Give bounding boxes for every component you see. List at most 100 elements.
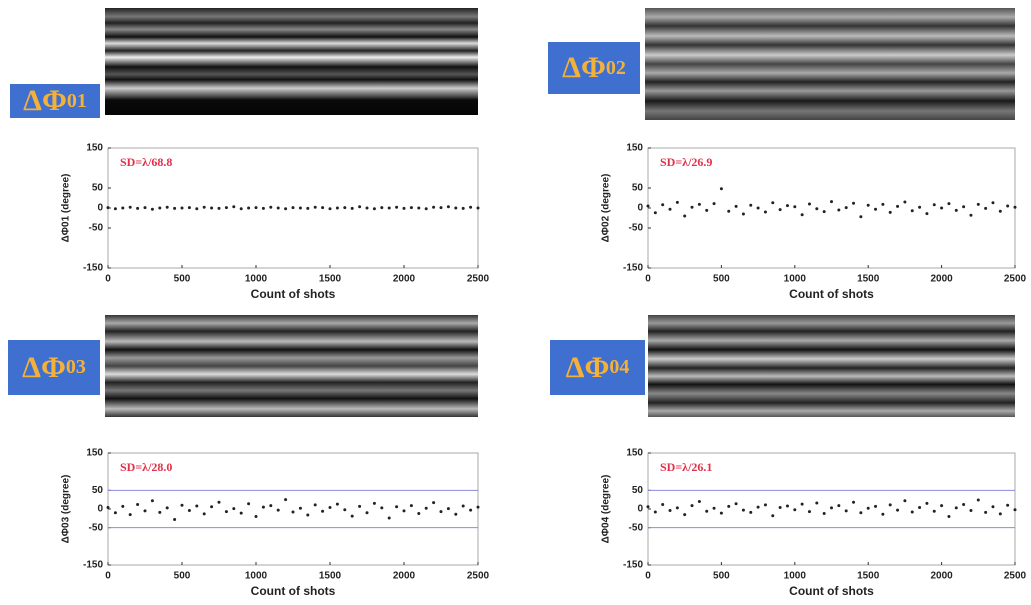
point: [409, 504, 413, 508]
point: [298, 206, 302, 210]
point: [328, 207, 332, 211]
point: [158, 510, 162, 514]
point: [859, 215, 863, 219]
point: [719, 511, 723, 515]
point: [469, 508, 473, 512]
point: [675, 200, 679, 204]
point: [954, 208, 958, 212]
point: [727, 504, 731, 508]
y-tick-label: 0: [97, 504, 103, 515]
y-tick-label: -150: [623, 560, 643, 571]
point: [395, 505, 399, 509]
point: [217, 206, 221, 210]
point: [653, 211, 657, 215]
point: [358, 205, 362, 209]
point: [697, 500, 701, 504]
x-tick-label: 2500: [1004, 274, 1027, 285]
point: [683, 513, 687, 517]
point: [925, 501, 929, 505]
point: [991, 505, 995, 509]
point: [852, 201, 856, 205]
point: [461, 504, 465, 508]
x-tick-label: 1000: [245, 571, 268, 582]
point: [136, 206, 140, 210]
point: [778, 506, 782, 510]
point: [727, 209, 731, 213]
point: [143, 206, 147, 210]
point: [1006, 503, 1010, 507]
point: [224, 510, 228, 514]
point: [202, 512, 206, 516]
point: [815, 501, 819, 505]
panel-label: ΔΦ 01: [10, 84, 100, 118]
point: [261, 206, 265, 210]
point: [439, 206, 443, 210]
annotation: SD=λ/26.1: [660, 460, 712, 474]
point: [888, 210, 892, 214]
point: [321, 509, 325, 513]
point: [291, 510, 295, 514]
point: [874, 504, 878, 508]
point: [476, 505, 480, 509]
point: [187, 508, 191, 512]
point: [321, 206, 325, 210]
point: [653, 510, 657, 514]
point: [793, 205, 797, 209]
annotation: SD=λ/68.8: [120, 155, 172, 169]
point: [661, 203, 665, 207]
point: [1006, 204, 1010, 208]
point: [313, 205, 317, 209]
point: [947, 514, 951, 518]
point: [800, 213, 804, 217]
point: [668, 508, 672, 512]
point: [712, 202, 716, 206]
y-tick-label: -50: [629, 522, 644, 533]
y-tick-label: -50: [629, 223, 644, 234]
x-tick-label: 0: [645, 274, 651, 285]
point: [136, 503, 140, 507]
point: [976, 498, 980, 502]
panel-label: ΔΦ 02: [548, 42, 640, 94]
point: [284, 498, 288, 502]
label-text: ΔΦ: [22, 350, 66, 384]
point: [254, 206, 258, 210]
point: [705, 208, 709, 212]
point: [343, 206, 347, 210]
y-tick-label: -150: [83, 560, 103, 571]
point: [749, 203, 753, 207]
point: [741, 212, 745, 216]
point: [387, 206, 391, 210]
x-axis-label: Count of shots: [251, 584, 336, 598]
y-axis-label: ΔΦ03 (degree): [61, 475, 72, 544]
point: [749, 510, 753, 514]
point: [106, 506, 110, 510]
point: [173, 517, 177, 521]
y-tick-label: 0: [637, 504, 643, 515]
x-tick-label: 2500: [1004, 571, 1027, 582]
y-tick-label: 50: [632, 183, 644, 194]
point: [822, 511, 826, 515]
point: [202, 205, 206, 209]
point: [239, 511, 243, 515]
point: [432, 501, 436, 505]
point: [785, 504, 789, 508]
point: [150, 499, 154, 503]
point: [291, 206, 295, 210]
point: [454, 512, 458, 516]
fringe-image: [648, 315, 1015, 417]
point: [932, 203, 936, 207]
point: [239, 207, 243, 211]
point: [1013, 205, 1017, 209]
point: [815, 207, 819, 211]
point: [247, 206, 251, 210]
point: [232, 507, 236, 511]
x-tick-label: 500: [174, 274, 191, 285]
point: [785, 204, 789, 208]
x-tick-label: 2500: [467, 571, 490, 582]
point: [173, 206, 177, 210]
point: [932, 509, 936, 513]
point: [800, 502, 804, 506]
point: [165, 506, 169, 510]
point: [387, 516, 391, 520]
